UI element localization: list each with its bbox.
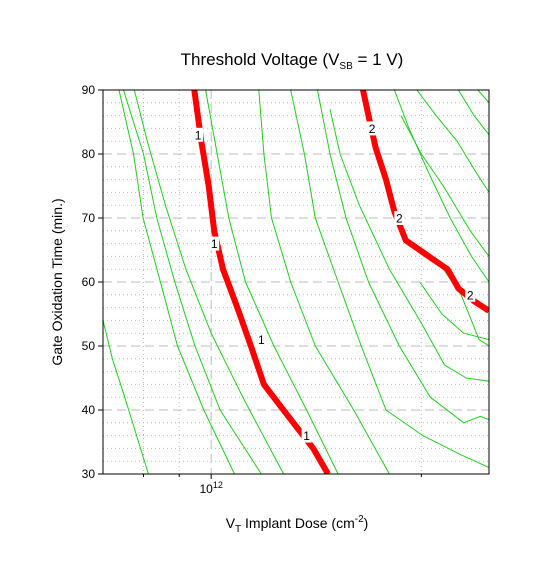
chart-title-subscript: SB <box>339 61 353 72</box>
minor-contour-line-16 <box>103 320 149 474</box>
minor-contour-line-3 <box>133 90 285 474</box>
contour-label-1: 1 <box>303 429 310 443</box>
minor-contour-line-2 <box>123 90 262 474</box>
contour-label-2: 2 <box>396 212 403 226</box>
contour-label-background <box>394 211 405 225</box>
contour-label-background <box>367 121 378 136</box>
minor-contours <box>103 90 489 474</box>
y-axis-label: Gate Oxidation Time (min.) <box>49 198 65 365</box>
y-tick-label: 30 <box>82 467 96 481</box>
x-axis-label: VT Implant Dose (cm-2) <box>226 514 369 535</box>
minor-contour-line-8 <box>329 109 489 382</box>
minor-contour-line-11 <box>416 90 489 193</box>
major-contour-line-2 <box>360 90 489 314</box>
minor-contour-line-15 <box>419 281 489 341</box>
minor-contour-line-10 <box>400 115 489 257</box>
contour-label-1: 1 <box>211 237 218 251</box>
contour-label-background <box>193 127 204 142</box>
minor-contour-line-6 <box>290 90 489 469</box>
x-axis-label-close: ) <box>364 515 369 531</box>
y-tick-label: 40 <box>82 403 96 417</box>
contour-labels: 1 1 1 1 2 2 2 <box>193 121 476 443</box>
y-axis-ticks: 30 40 50 60 70 80 90 <box>82 83 103 481</box>
x-axis-label-superscript: -2 <box>355 514 364 525</box>
minor-contour-line-13 <box>477 90 489 104</box>
minor-contour-line-4 <box>205 90 339 474</box>
major-contours <box>191 90 489 474</box>
contour-label-1: 1 <box>258 333 265 347</box>
y-tick-label: 90 <box>82 83 96 97</box>
y-tick-label: 70 <box>82 211 96 225</box>
x-axis-ticks: 1012 <box>142 474 422 496</box>
contour-label-background <box>465 287 476 302</box>
contour-label-2: 2 <box>369 122 376 136</box>
minor-contour-line-9 <box>393 90 489 283</box>
x-axis-label-v: V <box>226 515 236 531</box>
x-axis-label-main: Implant Dose (cm <box>241 515 355 531</box>
contour-label-background <box>209 236 220 251</box>
y-tick-label: 80 <box>82 147 96 161</box>
major-contour-line-1 <box>191 90 331 474</box>
x-axis-label-subscript: T <box>235 524 241 535</box>
y-tick-label: 50 <box>82 339 96 353</box>
chart-title: Threshold Voltage (VSB = 1 V) <box>181 50 404 72</box>
minor-contour-line-5 <box>258 90 390 474</box>
chart-title-main: Threshold Voltage (V <box>181 50 340 69</box>
minor-contour-line-1 <box>118 90 235 474</box>
chart-title-tail: = 1 V) <box>353 50 404 69</box>
minor-contour-line-7 <box>317 90 489 424</box>
contour-label-background <box>301 428 312 443</box>
minor-contour-line-12 <box>457 90 489 136</box>
y-tick-label: 60 <box>82 275 96 289</box>
contour-label-1: 1 <box>195 128 202 142</box>
contour-label-background <box>256 332 267 347</box>
contour-label-2: 2 <box>467 288 474 302</box>
x-tick-label: 1012 <box>199 480 222 496</box>
